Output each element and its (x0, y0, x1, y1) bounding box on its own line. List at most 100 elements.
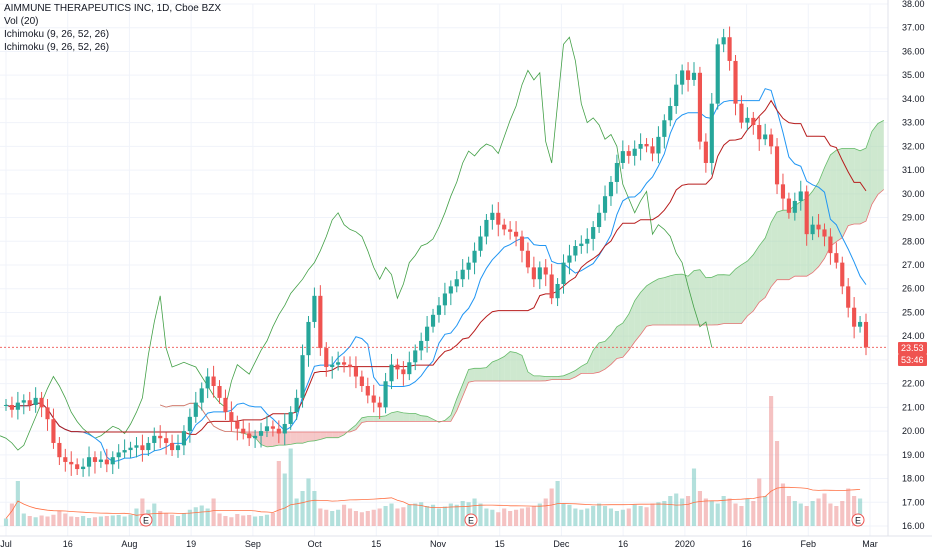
volume-bar (383, 506, 388, 526)
candle-body (840, 262, 845, 287)
cloud-segment (284, 432, 291, 446)
cloud-segment (818, 167, 825, 267)
candle-body (674, 84, 679, 107)
candle-body (608, 181, 614, 197)
volume-bar (122, 516, 127, 526)
time-tick-label: Oct (308, 539, 323, 549)
candle-body (152, 435, 157, 443)
cloud-segment (373, 416, 380, 422)
cloud-segment (403, 412, 410, 422)
candle-body (436, 305, 442, 315)
candle-body (158, 435, 163, 439)
volume-bar (697, 491, 703, 526)
volume-bar (620, 509, 625, 526)
time-tick-label: Nov (430, 539, 447, 549)
volume-bar (270, 513, 275, 526)
volume-bar (828, 503, 833, 526)
candle-body (69, 461, 74, 465)
volume-bar (371, 509, 376, 526)
candle-body (288, 412, 293, 424)
cloud-segment (788, 205, 795, 280)
cloud-segment (777, 210, 783, 280)
volume-bar (650, 503, 655, 526)
ichimoku-lines (0, 36, 888, 463)
volume-bar (519, 508, 525, 526)
candle-body (75, 464, 80, 470)
cloud-segment (652, 278, 659, 326)
candle-body (128, 447, 133, 451)
candle-body (585, 238, 590, 244)
volume-indicator-label[interactable]: Vol (20) (4, 16, 39, 27)
volume-bar (751, 501, 756, 526)
cloud-segment (379, 415, 386, 422)
volume-bar (585, 508, 590, 526)
volume-bar (798, 503, 803, 526)
candle-body (181, 431, 187, 446)
cloud-segment (510, 351, 517, 382)
cloud-segment (320, 432, 327, 440)
time-axis: Jul 16 Aug 19 Sep Oct 15 Nov 15 Dec 16 2020 16 Feb Mar (0, 535, 932, 549)
cloud-segment (605, 335, 611, 370)
kijun-sen-line (5, 99, 867, 435)
cloud-segment (646, 282, 653, 327)
cloud-segment (836, 148, 843, 242)
volume-bar (508, 511, 513, 526)
candle-body (134, 445, 139, 448)
cloud-segment (480, 367, 487, 382)
candle-body (306, 321, 311, 356)
price-tick-label: 27.00 (902, 260, 925, 270)
price-tick-label: 35.00 (902, 70, 925, 80)
candle-body (632, 148, 637, 156)
candle-body (347, 364, 353, 368)
candle-body (638, 143, 643, 149)
candle-body (419, 340, 424, 351)
candle-body (21, 400, 26, 403)
candle-body (751, 117, 756, 126)
volume-bar (330, 511, 335, 526)
tenkan-sen-line (5, 88, 867, 463)
candle-body (81, 466, 86, 470)
price-tick-label: 26.00 (902, 284, 925, 294)
cloud-segment (812, 182, 819, 273)
candle-body (253, 435, 258, 439)
candle-body (478, 236, 483, 251)
cloud-segment (557, 375, 564, 380)
volume-bar (27, 516, 32, 526)
cloud-segment (391, 411, 398, 422)
volume-bar (668, 496, 673, 526)
volume-bar (721, 496, 726, 526)
candle-body (579, 243, 584, 247)
candle-body (857, 321, 863, 327)
volume-bar (92, 517, 98, 526)
candle-body (769, 134, 774, 147)
volume-bar (496, 512, 501, 526)
volume-bar (282, 473, 287, 526)
volume-bar (211, 498, 216, 526)
volume-bar (110, 515, 115, 526)
volume-bar (430, 504, 436, 526)
cloud-segment (634, 292, 641, 342)
volume-bar (98, 516, 103, 526)
candle-body (662, 120, 667, 137)
volume-bar (763, 496, 768, 526)
cloud-segment (474, 368, 481, 382)
candle-body (39, 397, 44, 408)
ichimoku-indicator-label-1[interactable]: Ichimoku (9, 26, 52, 26) (4, 29, 110, 40)
candle-body (519, 236, 525, 251)
candle-body (229, 412, 234, 422)
cloud-segment (486, 362, 493, 382)
candle-body (644, 143, 649, 147)
candle-body (656, 136, 661, 154)
volume-bar (834, 506, 839, 526)
ichimoku-indicator-label-2[interactable]: Ichimoku (9, 26, 52, 26) (4, 42, 110, 53)
last-price-tag: 23.53 (898, 342, 927, 354)
cloud-segment (296, 432, 303, 444)
candle-body (122, 450, 127, 453)
candle-body (401, 369, 406, 375)
cloud-segment (628, 300, 635, 351)
volume-bar (193, 507, 198, 526)
volume-bar (774, 441, 780, 526)
volume-bar (757, 478, 762, 526)
volume-bar (739, 506, 744, 526)
